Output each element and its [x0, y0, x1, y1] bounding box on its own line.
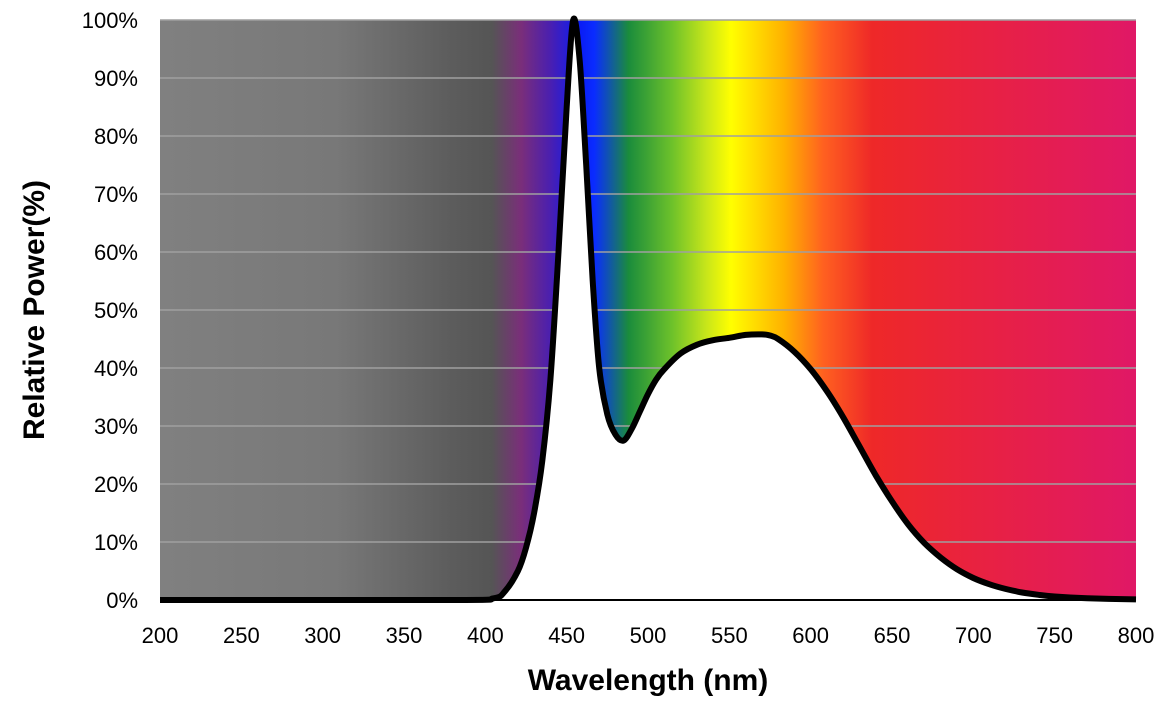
x-tick-label: 550: [711, 623, 748, 648]
y-tick-label: 10%: [94, 530, 138, 555]
y-tick-label: 40%: [94, 356, 138, 381]
x-tick-label: 800: [1118, 623, 1155, 648]
y-tick-label: 80%: [94, 124, 138, 149]
x-tick-label: 700: [955, 623, 992, 648]
x-tick-label: 350: [386, 623, 423, 648]
y-tick-label: 100%: [82, 8, 138, 33]
y-tick-label: 20%: [94, 472, 138, 497]
y-tick-label: 50%: [94, 298, 138, 323]
y-tick-label: 60%: [94, 240, 138, 265]
spectrum-curve: [159, 15, 1137, 604]
x-tick-label: 500: [630, 623, 667, 648]
x-tick-label: 250: [223, 623, 260, 648]
x-axis-ticks: 200 250 300 350 400 450 500 550 600 650 700 750 800: [142, 623, 1155, 648]
y-axis-title: Relative Power(%): [18, 180, 51, 440]
y-tick-label: 0%: [106, 588, 138, 613]
area-under-curve: [160, 18, 1136, 600]
x-tick-label: 450: [548, 623, 585, 648]
x-axis-title: Wavelength (nm): [528, 664, 769, 697]
x-tick-label: 650: [874, 623, 911, 648]
x-tick-label: 600: [792, 623, 829, 648]
y-tick-label: 30%: [94, 414, 138, 439]
x-tick-label: 200: [142, 623, 179, 648]
y-tick-label: 70%: [94, 182, 138, 207]
x-tick-label: 300: [304, 623, 341, 648]
y-tick-label: 90%: [94, 66, 138, 91]
x-tick-label: 750: [1036, 623, 1073, 648]
x-tick-label: 400: [467, 623, 504, 648]
y-axis-ticks: 0% 10% 20% 30% 40% 50% 60% 70% 80% 90% 100%: [82, 8, 138, 613]
